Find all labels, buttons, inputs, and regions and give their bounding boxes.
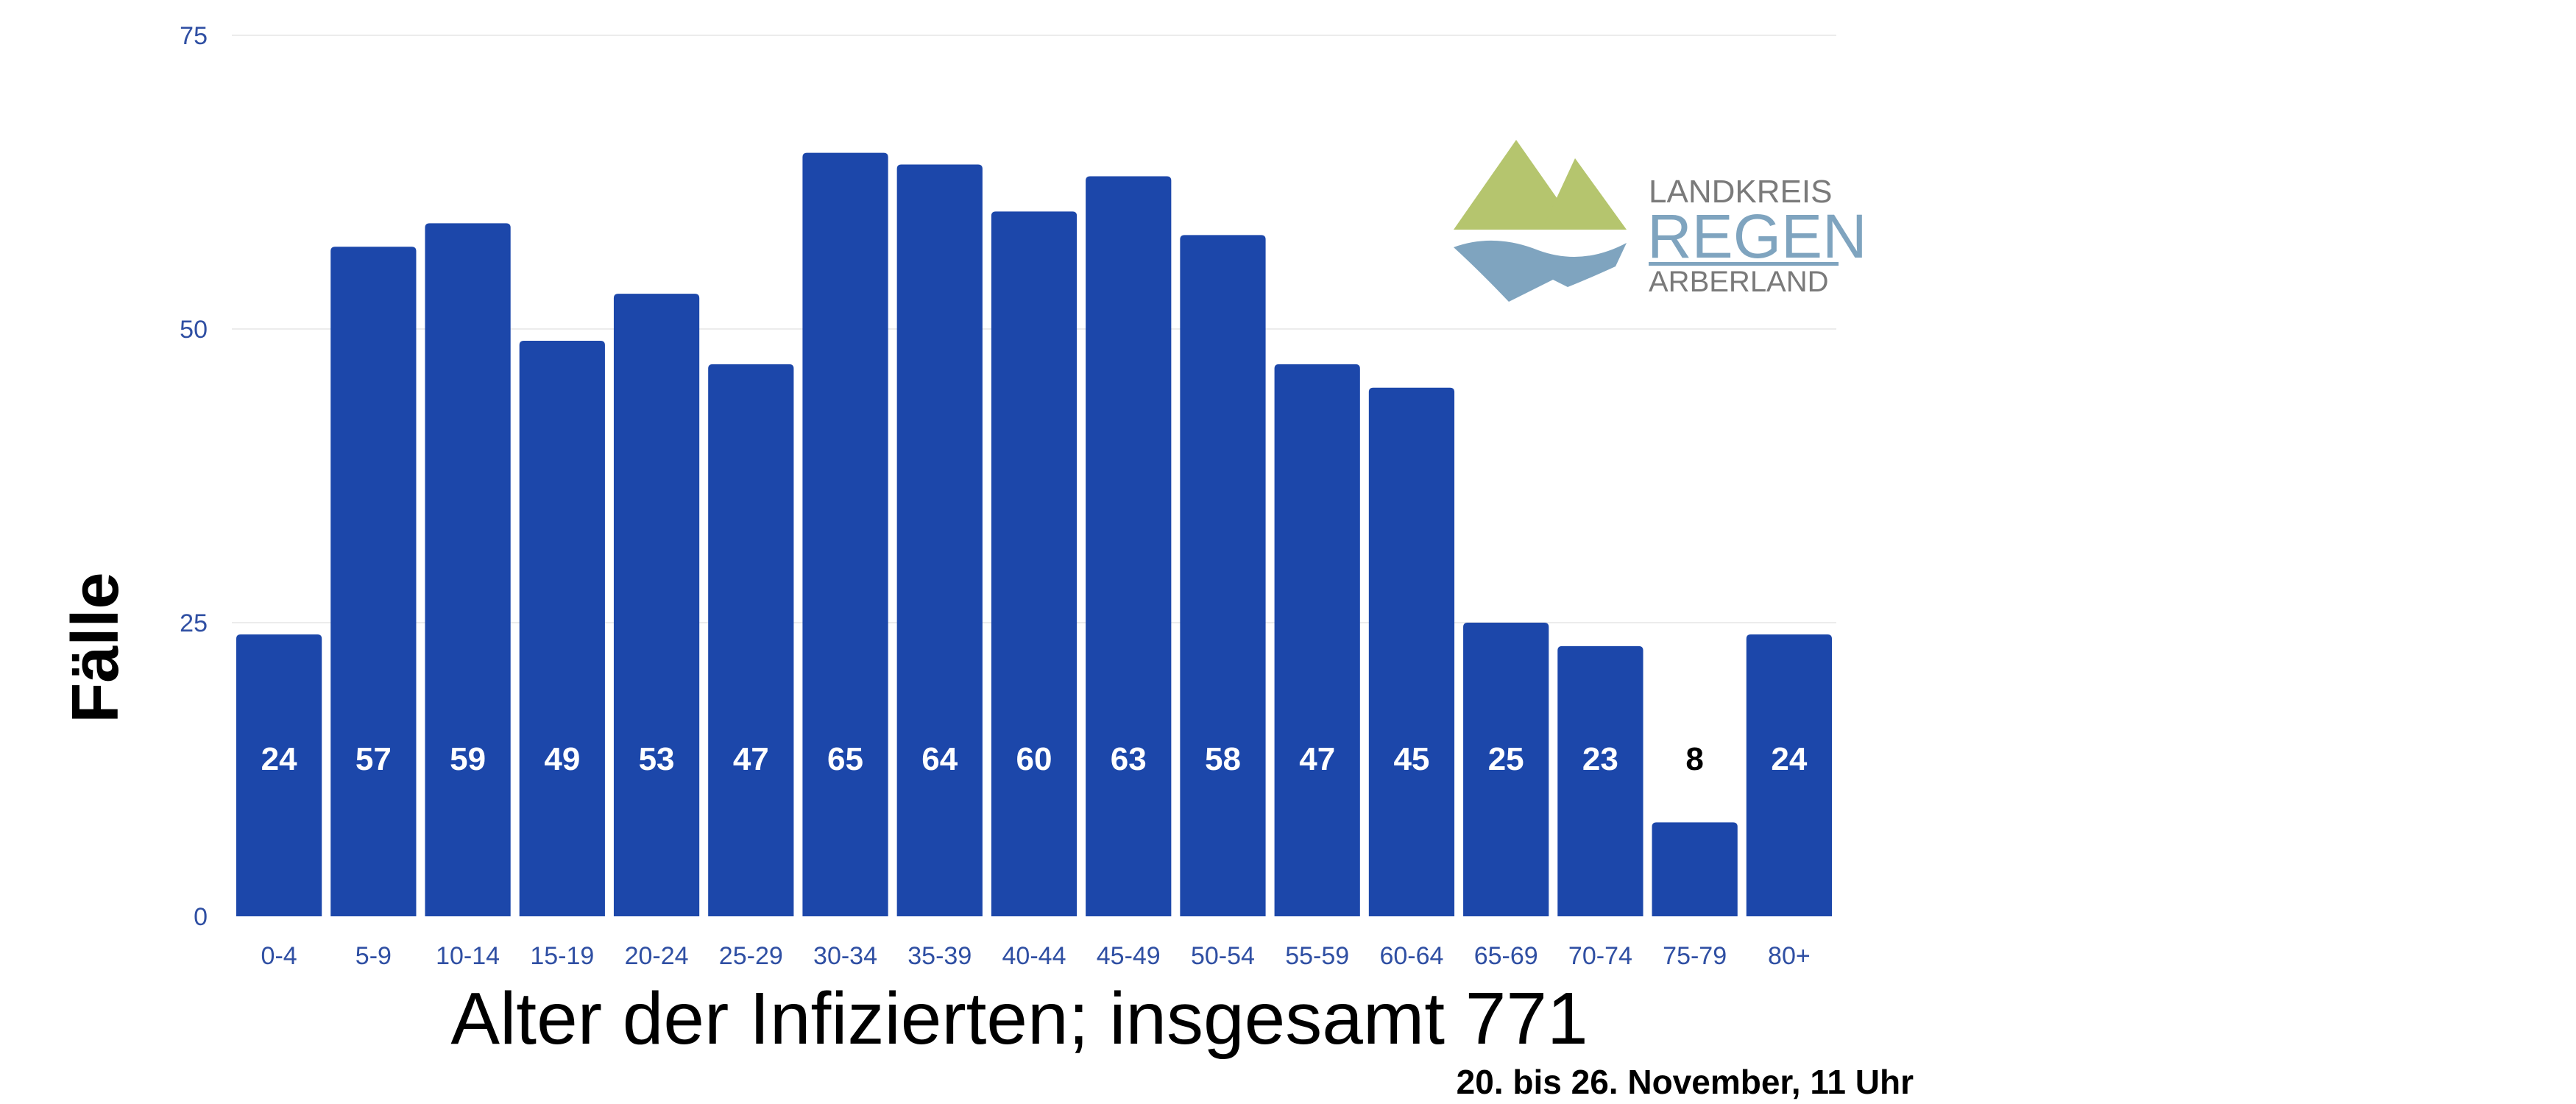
bar	[1275, 364, 1360, 916]
y-axis-label: Fälle	[59, 572, 132, 723]
x-axis-ticks: 0-4 5-9 10-14 15-19 20-24 25-29 30-34 35-39 40-4…	[261, 942, 1811, 970]
bar-value-label: 45	[1393, 741, 1429, 777]
bar	[1652, 822, 1738, 916]
x-tick-label: 80+	[1768, 942, 1811, 970]
x-tick-label: 70-74	[1568, 942, 1632, 970]
x-tick-label: 75-79	[1663, 942, 1727, 970]
bar-value-label: 47	[1299, 741, 1335, 777]
x-tick-label: 50-54	[1191, 942, 1255, 970]
logo: LANDKREIS REGEN ARBERLAND	[1454, 140, 1867, 302]
y-tick-label: 0	[194, 903, 208, 931]
x-tick-label: 5-9	[355, 942, 392, 970]
bar	[1557, 646, 1643, 916]
bar-value-label: 59	[450, 741, 486, 777]
bar	[708, 364, 793, 916]
bar-value-label: 25	[1488, 741, 1524, 777]
logo-mountains-icon	[1454, 140, 1627, 230]
bar	[1369, 388, 1454, 916]
y-tick-label: 25	[180, 609, 208, 637]
bar	[991, 211, 1077, 916]
bar	[897, 165, 983, 916]
x-tick-label: 35-39	[907, 942, 972, 970]
x-axis-label: Alter der Infizierten; insgesamt 771	[450, 977, 1588, 1060]
logo-line3: ARBERLAND	[1649, 266, 1829, 298]
bar	[614, 294, 699, 916]
bar	[520, 341, 605, 916]
x-tick-label: 30-34	[813, 942, 877, 970]
y-axis-ticks: 0 25 50 75	[180, 22, 208, 931]
x-tick-label: 20-24	[625, 942, 689, 970]
x-tick-label: 10-14	[436, 942, 500, 970]
logo-line2: REGEN	[1647, 202, 1867, 271]
bar-value-label: 65	[827, 741, 863, 777]
x-tick-label: 0-4	[261, 942, 297, 970]
bar-value-label: 47	[733, 741, 769, 777]
bar-value-label: 24	[261, 741, 297, 777]
y-tick-label: 50	[180, 316, 208, 344]
x-tick-label: 45-49	[1097, 942, 1161, 970]
bar	[330, 247, 416, 916]
bar-value-label: 53	[639, 741, 675, 777]
y-tick-label: 75	[180, 22, 208, 50]
x-tick-label: 60-64	[1379, 942, 1443, 970]
x-tick-label: 40-44	[1002, 942, 1066, 970]
bar-value-label: 63	[1111, 741, 1147, 777]
x-tick-label: 15-19	[530, 942, 594, 970]
bar-value-label: 58	[1205, 741, 1241, 777]
bar-value-label: 24	[1771, 741, 1807, 777]
x-tick-label: 25-29	[719, 942, 783, 970]
x-tick-label: 65-69	[1474, 942, 1538, 970]
chart-subtitle: 20. bis 26. November, 11 Uhr	[1457, 1063, 1914, 1101]
x-tick-label: 55-59	[1285, 942, 1349, 970]
bar	[1086, 177, 1171, 916]
bar-value-label: 64	[921, 741, 958, 777]
bar-value-label: 49	[544, 741, 580, 777]
bar	[1180, 235, 1265, 916]
bar-value-label: 23	[1582, 741, 1618, 777]
bar-value-label: 57	[355, 741, 392, 777]
bar-value-label: 8	[1685, 741, 1703, 777]
logo-water-icon	[1454, 241, 1627, 302]
bar-value-label: 60	[1016, 741, 1052, 777]
bar	[425, 223, 510, 916]
bar	[802, 153, 888, 916]
